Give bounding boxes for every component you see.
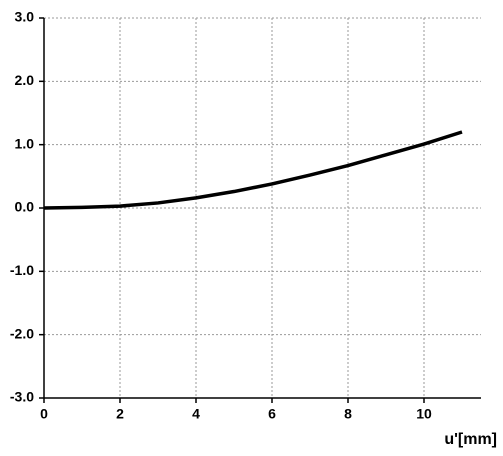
x-tick-label: 0: [40, 406, 48, 422]
y-tick-label: -2.0: [10, 325, 34, 341]
x-tick-label: 6: [268, 406, 276, 422]
x-tick-label: 8: [344, 406, 352, 422]
y-tick-label: 1.0: [15, 135, 35, 151]
y-tick-label: 0.0: [15, 199, 35, 215]
data-line: [43, 130, 463, 210]
x-tick-label: 4: [192, 406, 200, 422]
y-tick-label: -1.0: [10, 262, 34, 278]
x-axis-label: u'[mm]: [444, 431, 497, 448]
y-tick-label: 2.0: [15, 72, 35, 88]
y-tick-label: 3.0: [15, 9, 35, 25]
y-tick-label: -3.0: [10, 389, 34, 405]
x-tick-label: 10: [416, 406, 432, 422]
x-tick-label: 2: [116, 406, 124, 422]
